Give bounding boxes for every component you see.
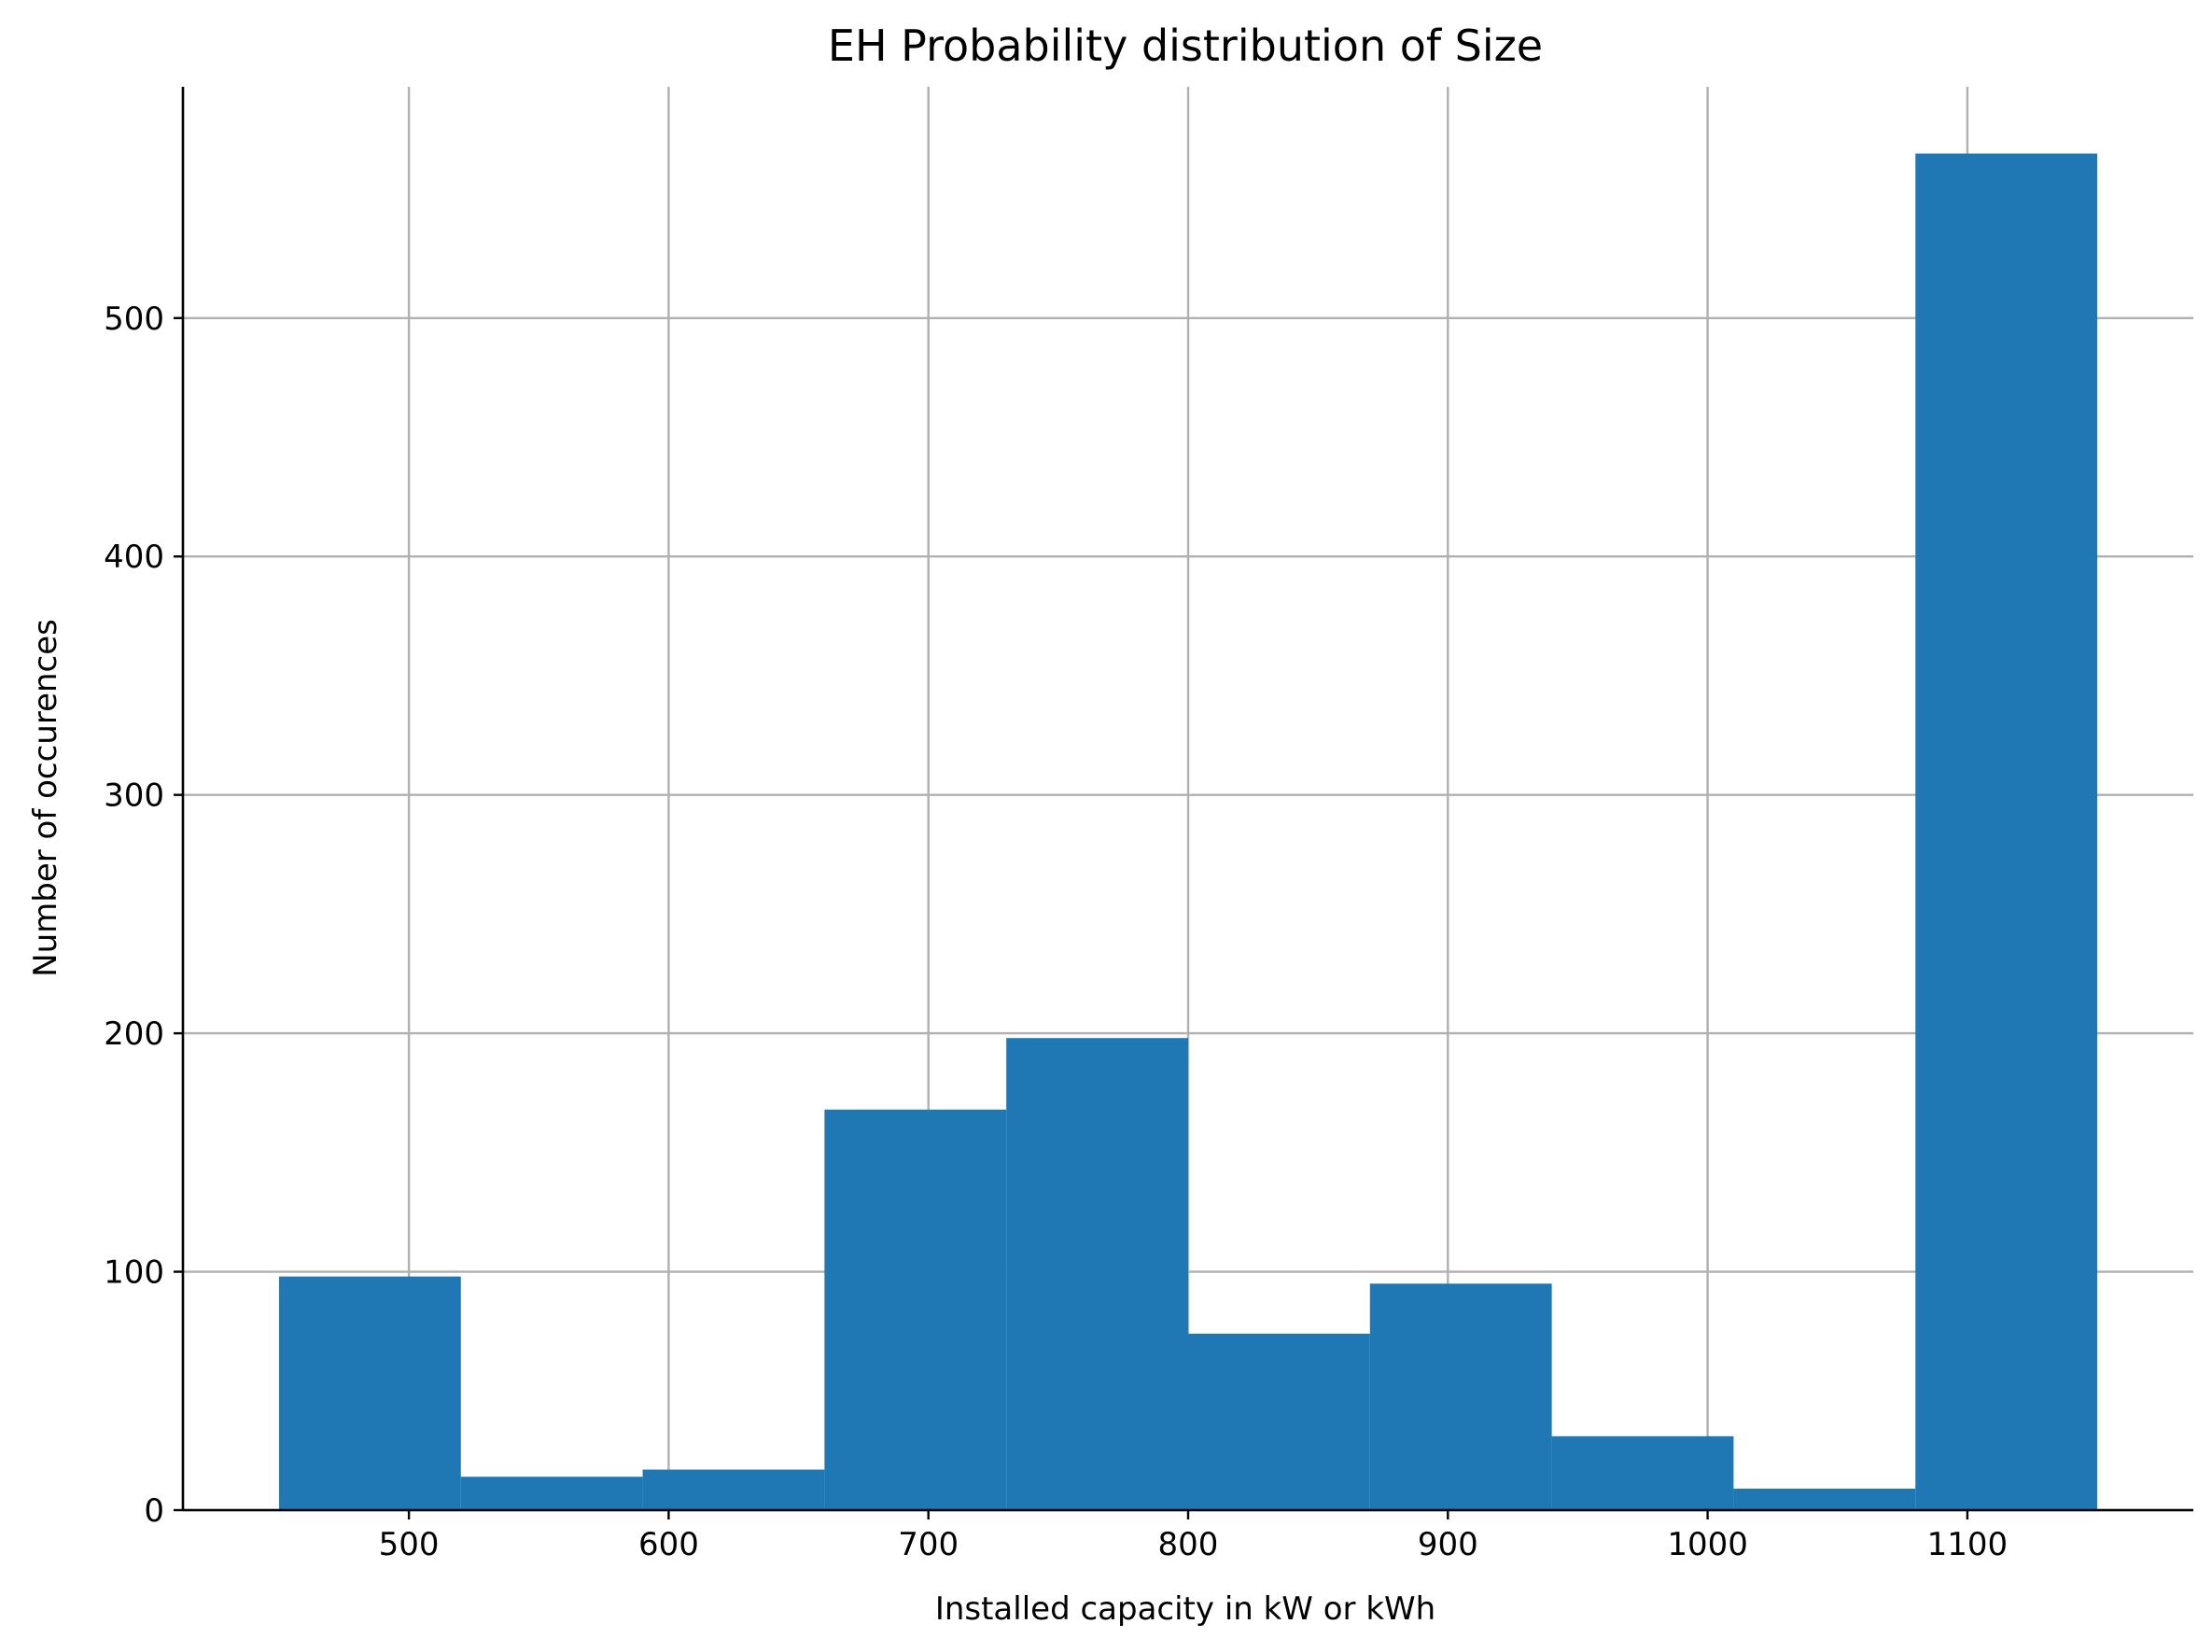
histogram-bar-6 xyxy=(1188,1333,1370,1510)
y-tick-label-500: 500 xyxy=(104,301,164,338)
x-tick-label-900: 900 xyxy=(1418,1526,1478,1563)
y-tick-label-300: 300 xyxy=(104,777,164,815)
x-tick-label-700: 700 xyxy=(898,1526,959,1563)
y-axis-label: Number of occurences xyxy=(27,619,64,977)
histogram-bars xyxy=(278,153,2098,1510)
y-tick-label-0: 0 xyxy=(144,1492,164,1530)
histogram-bar-8 xyxy=(1551,1435,1734,1510)
histogram-bar-9 xyxy=(1733,1489,1916,1510)
histogram-bar-7 xyxy=(1369,1283,1552,1510)
histogram-bar-1 xyxy=(278,1276,461,1510)
y-tick-label-400: 400 xyxy=(104,539,164,576)
histogram-bar-10 xyxy=(1915,153,2098,1510)
chart-title: EH Probability distribution of Size xyxy=(828,21,1543,71)
x-tick-label-1000: 1000 xyxy=(1667,1526,1748,1563)
histogram-bar-5 xyxy=(1006,1038,1188,1510)
y-tick-label-100: 100 xyxy=(104,1254,164,1292)
histogram-bar-3 xyxy=(642,1469,825,1510)
tick-labels: 500 600 700 800 900 1000 1100 0 100 200 300 400 500 xyxy=(104,301,2008,1563)
x-tick-label-600: 600 xyxy=(638,1526,699,1563)
x-tick-label-1100: 1100 xyxy=(1927,1526,2009,1563)
x-axis-label: Installed capacity in kW or kWh xyxy=(935,1590,1435,1628)
x-tick-label-500: 500 xyxy=(379,1526,440,1563)
y-tick-label-200: 200 xyxy=(104,1015,164,1053)
histogram-bar-4 xyxy=(824,1109,1007,1510)
x-tick-label-800: 800 xyxy=(1158,1526,1219,1563)
histogram-bar-2 xyxy=(460,1477,643,1510)
